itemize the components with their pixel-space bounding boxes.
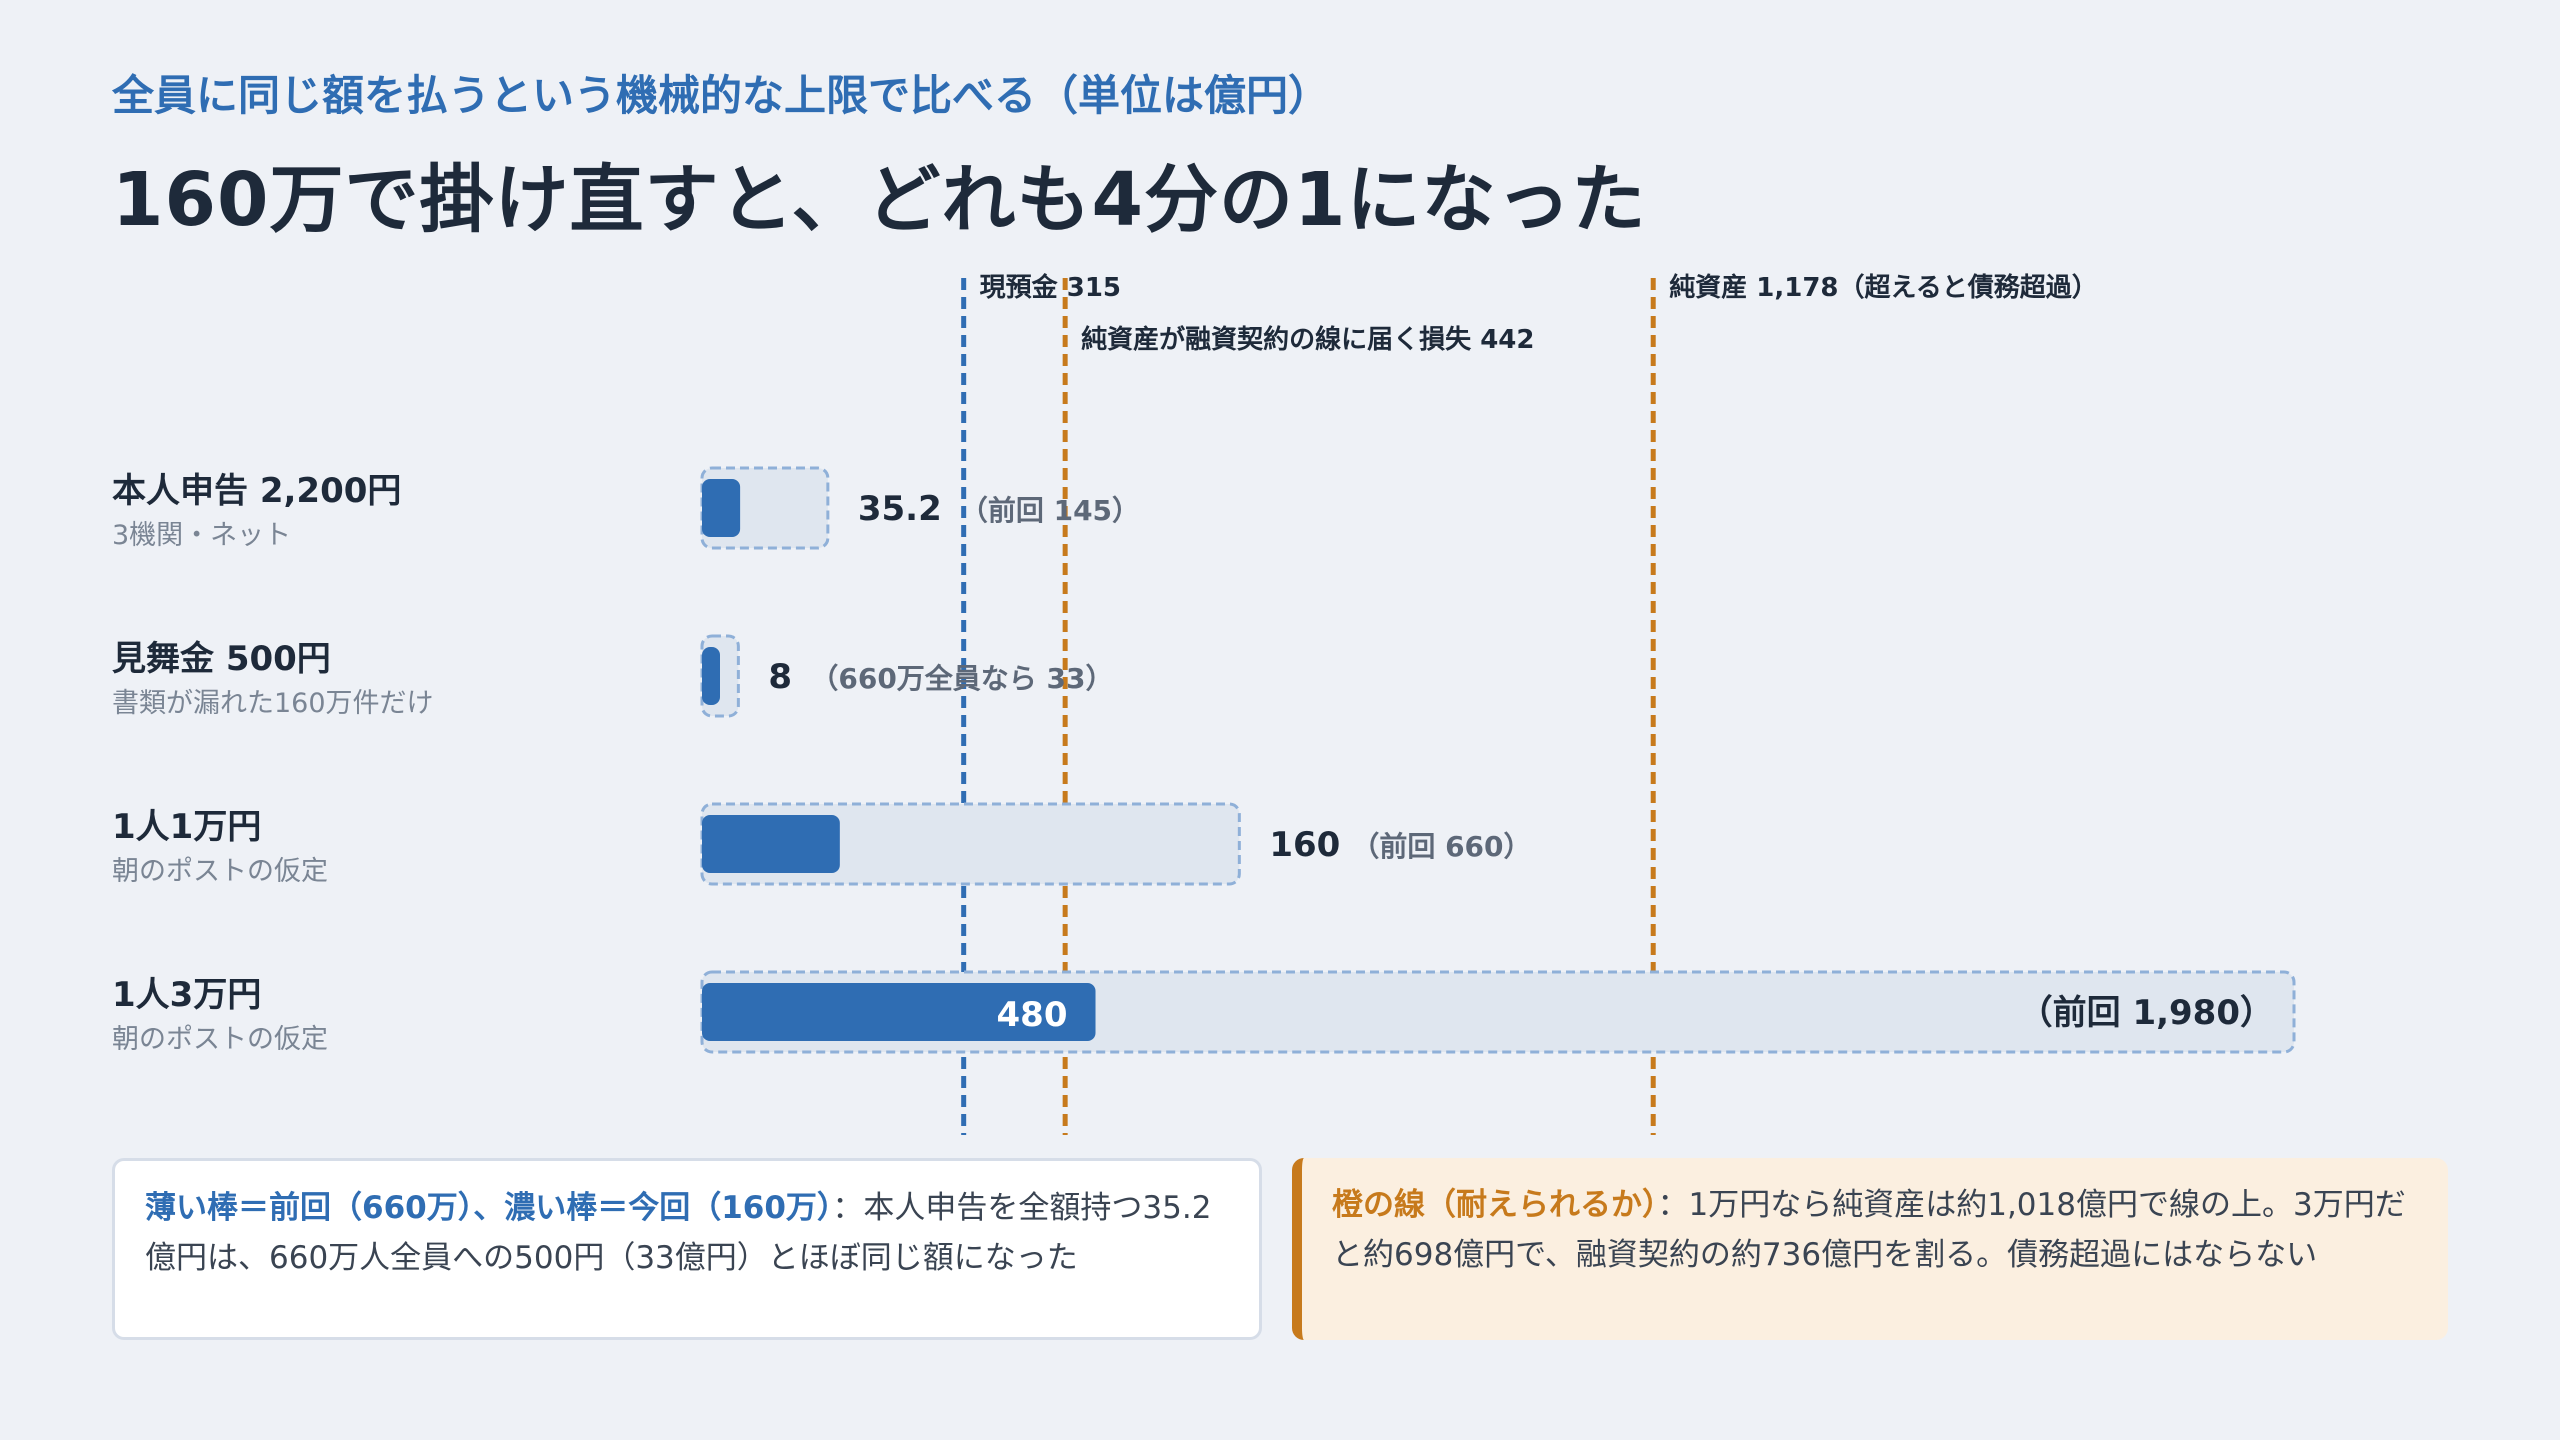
row-label: 1人3万円 (112, 975, 261, 1015)
legend-note: 薄い棒＝前回（660万）、濃い棒＝今回（160万）：本人申告を全額持つ35.2億… (112, 1158, 1262, 1340)
bar-value-label: 160 (1269, 825, 1340, 865)
chart-subtitle: 全員に同じ額を払うという機械的な上限で比べる（単位は億円） (112, 71, 1331, 120)
row-sublabel: 書類が漏れた160万件だけ (112, 688, 434, 719)
bar-value-label: 480 (997, 995, 1068, 1035)
reference-line-label: 現預金 315 (980, 272, 1121, 303)
previous-value-label: （前回 1,980） (2019, 993, 2274, 1033)
row-label: 本人申告 2,200円 (112, 471, 401, 511)
row-label: 1人1万円 (112, 807, 261, 847)
current-bar (702, 815, 840, 873)
current-bar (702, 647, 720, 705)
bar-value-label: 8 (768, 657, 792, 697)
current-bar (702, 983, 1096, 1041)
threshold-note-highlight: 橙の線（耐えられるか） (1332, 1187, 1658, 1223)
threshold-note-text: ：1万円なら純資産は約1,018億円で線の上。3万円だと約698億円で、融資契約… (1332, 1187, 2406, 1273)
chart-title: 160万で掛け直すと、どれも4分の1になった (112, 157, 1647, 243)
current-bar (702, 479, 741, 537)
previous-value-label: （前回 145） (960, 494, 1140, 527)
row-label: 見舞金 500円 (112, 639, 331, 679)
previous-value-label: （660万全員なら 33） (810, 662, 1113, 695)
legend-note-highlight: 薄い棒＝前回（660万）、濃い棒＝今回（160万） (145, 1190, 833, 1226)
row-sublabel: 3機関・ネット (112, 520, 291, 551)
bar-value-label: 35.2 (858, 489, 942, 529)
reference-line-label: 純資産 1,178（超えると債務超過） (1669, 272, 2098, 303)
reference-line-label: 純資産が融資契約の線に届く損失 442 (1081, 324, 1534, 355)
threshold-note: 橙の線（耐えられるか）：1万円なら純資産は約1,018億円で線の上。3万円だと約… (1292, 1158, 2448, 1340)
legend-note-text: ：本人申告を全額持つ35.2億円は、660万人全員への500円（33億円）とほぼ… (145, 1190, 1212, 1276)
previous-value-label: （前回 660） (1351, 830, 1531, 863)
row-sublabel: 朝のポストの仮定 (112, 856, 328, 887)
row-sublabel: 朝のポストの仮定 (112, 1024, 328, 1055)
